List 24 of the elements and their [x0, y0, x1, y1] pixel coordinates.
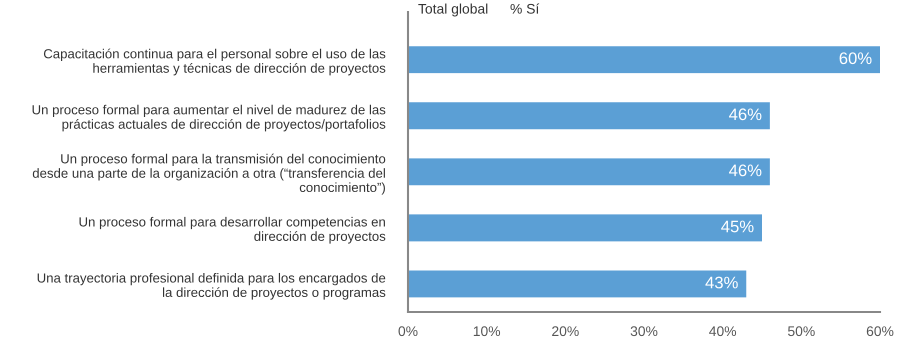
- chart-title: Total global: [418, 4, 488, 16]
- x-tick-label: 40%: [709, 326, 736, 336]
- y-tick-label: Un proceso formal para la transmisión del conocimiento desde una parte de la organización a otra (“transferencia del conocimiento”): [32, 154, 386, 195]
- data-label: 46%: [729, 108, 762, 120]
- bar: [408, 214, 762, 242]
- bar: [408, 102, 770, 130]
- chart-subtitle: % Sí: [510, 3, 540, 14]
- bar: [408, 46, 880, 74]
- bar: [408, 158, 770, 186]
- data-label: 45%: [721, 220, 754, 232]
- y-tick-label: Un proceso formal para aumentar el nivel de madurez de las prácticas actuales de dirección de proyectos/portafolios: [32, 104, 386, 132]
- data-label: 46%: [729, 164, 762, 176]
- data-label: 43%: [705, 276, 738, 288]
- data-label: 60%: [840, 52, 872, 64]
- y-tick-label: Capacitación continua para el personal sobre el uso de las herramientas y técnicas de dirección de proyectos: [44, 48, 386, 76]
- x-tick-label: 50%: [788, 326, 815, 336]
- y-tick-label: Un proceso formal para desarrollar competencias en dirección de proyectos: [80, 216, 386, 244]
- bar: [408, 270, 746, 298]
- x-tick-label: 20%: [552, 326, 579, 336]
- x-tick-label: 0%: [398, 326, 418, 336]
- x-tick-label: 30%: [630, 326, 658, 336]
- y-tick-label: Una trayectoria profesional definida para los encargados de la dirección de proyectos o programas: [38, 272, 386, 300]
- x-tick-label: 60%: [866, 326, 894, 336]
- x-tick-label: 10%: [474, 326, 500, 336]
